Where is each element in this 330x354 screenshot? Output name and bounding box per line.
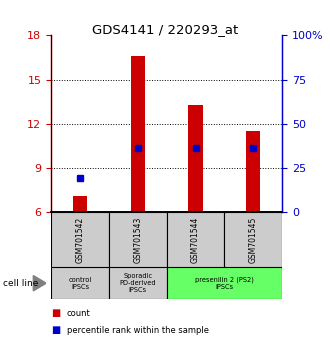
Text: count: count [67, 309, 91, 318]
Bar [51, 212, 109, 267]
Text: control
IPSCs: control IPSCs [68, 277, 92, 290]
Text: presenilin 2 (PS2)
iPSCs: presenilin 2 (PS2) iPSCs [195, 276, 254, 290]
Text: ■: ■ [51, 325, 60, 335]
Bar [73, 196, 87, 212]
Text: percentile rank within the sample: percentile rank within the sample [67, 326, 209, 335]
Bar [109, 212, 167, 267]
Text: GDS4141 / 220293_at: GDS4141 / 220293_at [92, 23, 238, 36]
Bar [167, 267, 282, 299]
Text: GSM701543: GSM701543 [133, 217, 142, 263]
Text: GSM701544: GSM701544 [191, 217, 200, 263]
Text: GSM701545: GSM701545 [249, 217, 258, 263]
Bar [188, 105, 203, 212]
Text: cell line: cell line [3, 279, 39, 288]
Text: ■: ■ [51, 308, 60, 318]
Bar [51, 267, 109, 299]
Bar [246, 131, 260, 212]
Bar [224, 212, 282, 267]
Text: Sporadic
PD-derived
iPSCs: Sporadic PD-derived iPSCs [119, 273, 156, 293]
Bar [167, 212, 224, 267]
Polygon shape [33, 275, 46, 291]
Text: GSM701542: GSM701542 [76, 217, 84, 263]
Bar [131, 56, 145, 212]
Bar [109, 267, 167, 299]
